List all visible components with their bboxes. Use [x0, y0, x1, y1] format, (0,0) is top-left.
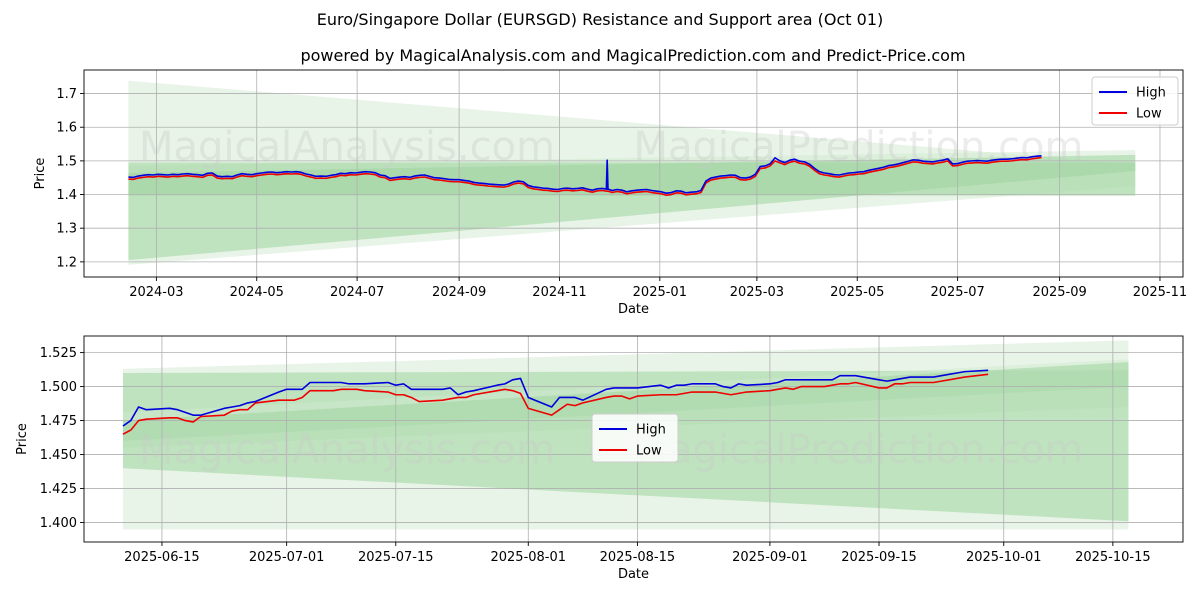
x-tick-label: 2025-07-01 — [249, 550, 325, 565]
x-tick-label: 2025-07-15 — [358, 550, 434, 565]
x-tick-label: 2025-10-01 — [966, 550, 1042, 565]
watermark-analysis: MagicalAnalysis.com — [139, 427, 555, 473]
legend-label-high: High — [1136, 86, 1166, 101]
x-tick-label: 2025-09 — [1032, 285, 1086, 300]
watermark-prediction: MagicalPrediction.com — [634, 124, 1084, 170]
y-tick-label: 1.450 — [40, 448, 77, 463]
x-tick-label: 2025-09-15 — [841, 550, 917, 565]
y-tick-label: 1.425 — [40, 482, 77, 497]
x-tick-label: 2025-01 — [633, 285, 687, 300]
y-tick-label: 1.5 — [56, 154, 77, 169]
x-tick-label: 2025-03 — [730, 285, 784, 300]
high-price-line — [122, 369, 989, 427]
y-tick-label: 1.3 — [56, 222, 77, 237]
y-tick-label: 1.475 — [40, 414, 77, 429]
x-tick-label: 2025-08-01 — [490, 550, 566, 565]
legend-label-low: Low — [1136, 107, 1162, 122]
plot-frame — [83, 335, 1184, 543]
low-price-line — [122, 373, 989, 435]
high-price-line — [128, 155, 1042, 194]
chart-title: Euro/Singapore Dollar (EURSGD) Resistanc… — [317, 10, 884, 29]
bottom-chart: MagicalAnalysis.com MagicalPrediction.com… — [15, 335, 1184, 582]
x-tick-label: 2024-11 — [532, 285, 586, 300]
y-axis-label: Price — [33, 158, 48, 190]
x-tick-label: 2025-07 — [930, 285, 984, 300]
x-tick-label: 2025-09-01 — [732, 550, 808, 565]
legend-label-low: Low — [636, 444, 662, 459]
legend-label-high: High — [636, 423, 666, 438]
x-tick-label: 2025-11 — [1133, 285, 1187, 300]
y-tick-label: 1.6 — [56, 121, 77, 136]
y-tick-label: 1.525 — [40, 346, 77, 361]
x-tick-label: 2025-10-15 — [1075, 550, 1151, 565]
y-tick-label: 1.500 — [40, 380, 77, 395]
x-axis-label: Date — [618, 302, 649, 317]
legend-box — [1091, 76, 1179, 126]
legend: High Low — [1091, 76, 1179, 126]
y-tick-label: 1.2 — [56, 255, 77, 270]
y-tick-label: 1.7 — [56, 87, 77, 102]
x-axis-label: Date — [618, 567, 649, 582]
x-tick-label: 2025-06-15 — [124, 550, 200, 565]
watermark-prediction: MagicalPrediction.com — [634, 427, 1084, 473]
x-tick-label: 2024-09 — [432, 285, 486, 300]
y-tick-label: 1.400 — [40, 516, 77, 531]
x-tick-label: 2024-03 — [129, 285, 183, 300]
top-chart: MagicalAnalysis.com MagicalPrediction.com… — [33, 69, 1187, 317]
watermark-analysis: MagicalAnalysis.com — [139, 124, 555, 170]
legend-box — [591, 413, 679, 463]
x-tick-label: 2024-07 — [330, 285, 384, 300]
plot-frame — [83, 69, 1184, 278]
low-price-line — [128, 156, 1042, 197]
x-tick-label: 2025-08-15 — [600, 550, 676, 565]
legend: High Low — [591, 413, 679, 463]
x-tick-label: 2025-05 — [830, 285, 884, 300]
y-tick-label: 1.4 — [56, 188, 77, 203]
x-tick-label: 2024-05 — [230, 285, 284, 300]
chart-subtitle: powered by MagicalAnalysis.com and Magic… — [300, 46, 965, 65]
support-resistance-band-dark-3 — [128, 154, 1136, 261]
y-axis-label: Price — [15, 423, 30, 455]
